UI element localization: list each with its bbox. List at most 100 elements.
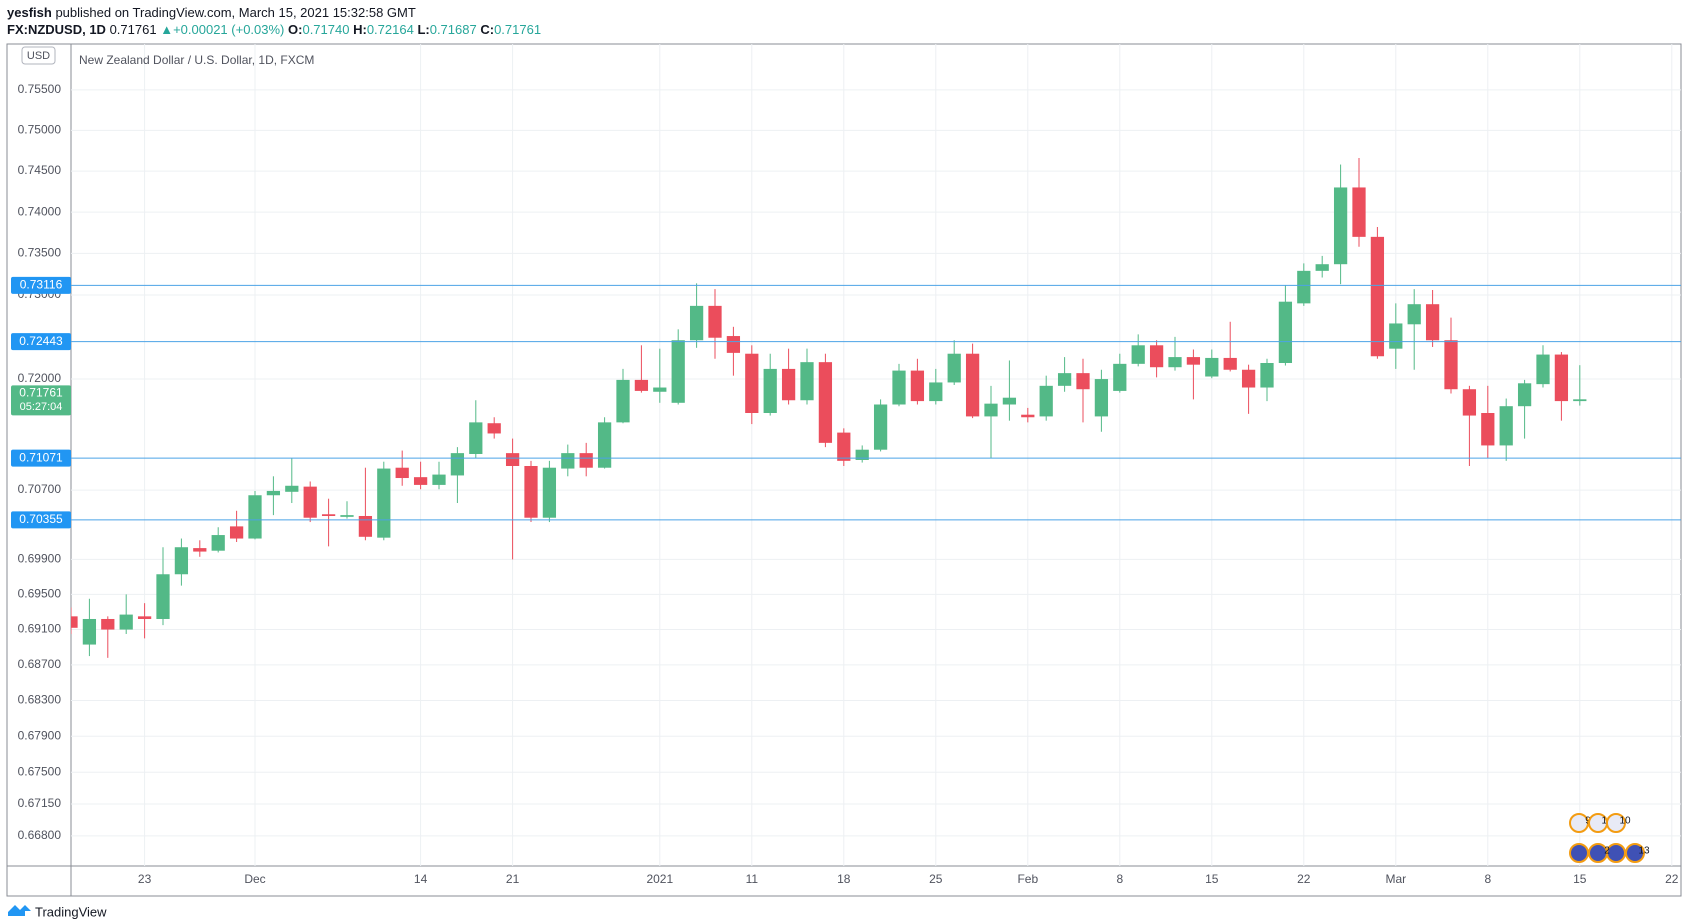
- candle-body: [1389, 323, 1403, 349]
- price-tag-label: 0.70355: [19, 512, 63, 526]
- x-tick-label: Mar: [1385, 872, 1406, 886]
- candle-body: [800, 362, 814, 401]
- symbol: FX:NZDUSD, 1D: [7, 22, 106, 37]
- ohlc-label: O:: [288, 22, 303, 37]
- y-tick-label: 0.67500: [18, 764, 62, 778]
- candle-body: [1205, 357, 1219, 377]
- price-tag: [11, 449, 71, 467]
- ohlc-value: 0.71761: [494, 22, 542, 37]
- axes: 0.755000.750000.745000.740000.735000.730…: [11, 82, 1679, 886]
- candle-body: [653, 387, 667, 392]
- ohlc-value: 0.71740: [302, 22, 350, 37]
- event-icon: [1569, 843, 1589, 863]
- candle-body: [616, 379, 630, 423]
- x-tick-label: 22: [1665, 872, 1679, 886]
- candle-body: [1076, 373, 1090, 390]
- candle-body: [1002, 397, 1017, 405]
- candle-body: [229, 526, 244, 539]
- candle-body: [689, 305, 704, 341]
- x-tick-label: 2021: [646, 872, 673, 886]
- candle-body: [137, 616, 152, 619]
- up-arrow: ▲: [160, 22, 174, 37]
- author: yesfish: [7, 5, 52, 20]
- candle-body: [726, 336, 741, 353]
- candle-body: [193, 548, 207, 552]
- candle-body: [1407, 304, 1421, 325]
- y-tick-label: 0.70700: [18, 482, 62, 496]
- y-tick-label: 0.68700: [18, 657, 62, 671]
- candle-body: [781, 368, 796, 401]
- candle-body: [285, 485, 299, 492]
- candle-body: [1517, 383, 1532, 407]
- candle-body: [1260, 362, 1274, 388]
- candle-body: [763, 368, 777, 414]
- candle-body: [1425, 304, 1440, 341]
- plot: [71, 158, 1681, 658]
- candle-body: [1149, 345, 1164, 368]
- candle-body: [71, 616, 78, 628]
- y-tick-label: 0.74500: [18, 163, 62, 177]
- unit-box: [21, 46, 56, 65]
- x-tick-label: Dec: [244, 872, 265, 886]
- candle-body: [1554, 354, 1569, 402]
- y-tick-label: 0.74000: [18, 204, 62, 218]
- candle-body: [1499, 406, 1513, 446]
- candle-body: [873, 404, 888, 450]
- price-tag: [11, 333, 71, 351]
- y-tick-label: 0.67900: [18, 728, 62, 742]
- event-icon: [1588, 843, 1608, 863]
- y-tick-label: 0.75500: [18, 82, 62, 96]
- x-tick-label: 11: [746, 872, 759, 886]
- candle-body: [1573, 399, 1587, 402]
- candle-body: [469, 422, 483, 454]
- x-tick-label: 21: [506, 872, 520, 886]
- candle-body: [487, 423, 501, 434]
- countdown: 05:27:04: [20, 401, 63, 413]
- logo: [8, 905, 31, 916]
- candle-body: [211, 535, 225, 551]
- candle-body: [1297, 270, 1311, 304]
- y-tick-label: 0.66800: [18, 828, 62, 842]
- candle-body: [340, 515, 354, 517]
- x-tick-label: Feb: [1017, 872, 1038, 886]
- candle-body: [1352, 187, 1366, 237]
- candle-body: [542, 467, 557, 518]
- price-tag-label: 0.73116: [20, 278, 63, 292]
- candle-body: [321, 514, 336, 516]
- candle-body: [1168, 357, 1182, 368]
- candle-body: [377, 468, 391, 538]
- candle-body: [855, 449, 869, 460]
- candle-body: [1481, 413, 1495, 446]
- candle-body: [1333, 187, 1348, 265]
- y-tick-label: 0.68300: [18, 693, 62, 707]
- ohlc-value: 0.72164: [366, 22, 414, 37]
- candle-body: [1278, 301, 1293, 363]
- ohlc-label: C:: [480, 22, 495, 37]
- current-price-label: 0.71761: [19, 385, 63, 399]
- candle-body: [1131, 345, 1145, 364]
- price-tag-label: 0.71071: [19, 450, 63, 464]
- candle-body: [745, 353, 759, 414]
- candle-body: [1186, 357, 1201, 365]
- y-tick-label: 0.73500: [18, 246, 62, 260]
- candle-body: [1462, 389, 1477, 416]
- x-tick-label: 8: [1484, 872, 1491, 886]
- header-line-2: FX:NZDUSD, 1D 0.71761 ▲+0.00021 (+0.03%)…: [7, 21, 541, 38]
- last: 0.71761: [109, 22, 157, 37]
- candle-body: [929, 382, 943, 402]
- x-tick-label: 25: [929, 872, 943, 886]
- x-tick-label: 22: [1297, 872, 1311, 886]
- candle-body: [266, 490, 281, 496]
- event-count: 13: [1638, 846, 1650, 857]
- y-tick-label: 0.72000: [18, 371, 62, 385]
- change: +0.00021 (+0.03%): [173, 22, 285, 37]
- unit: USD: [27, 50, 50, 62]
- candle-body: [413, 477, 428, 485]
- candle-body: [1370, 236, 1385, 357]
- candle-body: [837, 432, 851, 461]
- candle-body: [505, 453, 520, 466]
- x-tick-label: 15: [1573, 872, 1587, 886]
- candle-body: [597, 422, 612, 468]
